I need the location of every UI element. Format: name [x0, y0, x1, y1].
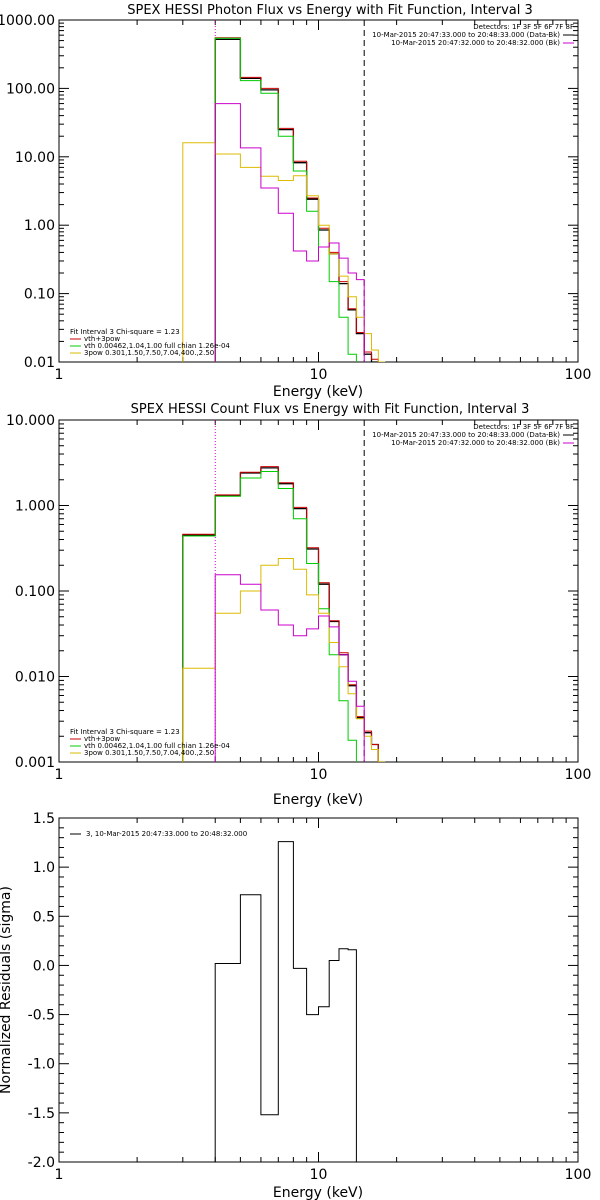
photon-flux-legend-bottom-entry: vth 0.00462,1.04,1.00 full chian 1.26e-0…: [84, 342, 230, 350]
count-flux-y-tick-label: 0.010: [15, 670, 55, 686]
residuals-y-tick-label: -1.0: [28, 1057, 55, 1073]
residuals-y-tick-label: -1.5: [28, 1106, 55, 1122]
count-flux-x-tick-label: 100: [565, 767, 592, 783]
count-flux-series-line: [182, 466, 386, 762]
photon-flux-legend-top-entry: Detectors: 1F 3F 5F 6F 7F 8F: [473, 23, 574, 31]
count-flux-legend-bottom-entry: vth 0.00462,1.04,1.00 full chian 1.26e-0…: [84, 742, 230, 750]
residuals-x-tick-label: 1: [55, 1167, 64, 1183]
count-flux-title: SPEX HESSI Count Flux vs Energy with Fit…: [131, 402, 530, 417]
count-flux-legend-bottom-entry: vth+3pow: [84, 735, 120, 743]
photon-flux-y-tick-label: 1.00: [24, 218, 55, 234]
residuals-series-group: [214, 841, 357, 1162]
photon-flux-legend-bottom-entry: vth+3pow: [84, 335, 120, 343]
photon-flux-series-group: [182, 37, 386, 362]
residuals-x-tick-label: 100: [565, 1167, 592, 1183]
photon-flux-series-line: [214, 37, 379, 362]
residuals-panel: 1 10 100 1.5 1.0 0.5 0.0 -0.5 -1.0 -1.5 -2.0 3, 10-…: [0, 811, 591, 1200]
count-flux-x-ticks: [58, 420, 567, 762]
count-flux-legend-top-entry: 10-Mar-2015 20:47:32.000 to 20:48:32.000…: [391, 439, 560, 447]
count-flux-series-line: [214, 574, 365, 762]
residuals-ylabel: Normalized Residuals (sigma): [0, 886, 14, 1094]
count-flux-y-ticks: [59, 419, 578, 763]
residuals-y-ticks: [59, 817, 578, 1163]
photon-flux-y-tick-label: 0.01: [24, 355, 55, 371]
residuals-y-tick-label: 1.5: [33, 811, 55, 827]
count-flux-xlabel: Energy (keV): [273, 792, 363, 808]
photon-flux-y-ticks: [59, 19, 578, 363]
count-flux-legend-top-entry: 10-Mar-2015 20:47:33.000 to 20:48:33.000…: [372, 431, 560, 439]
count-flux-y-tick-label: 1.000: [15, 499, 55, 515]
photon-flux-plot-area: 1 10 100 1000.00 100.00 10.00 1.00 0.10 0.01 Dete…: [0, 13, 592, 383]
residuals-y-tick-label: 0.5: [33, 909, 55, 925]
residuals-y-tick-label: -0.5: [28, 1008, 55, 1024]
photon-flux-legend-bottom-entry: Fit Interval 3 Chi-square = 1.23: [70, 328, 180, 336]
count-flux-series-line: [182, 471, 357, 762]
residuals-y-tick-label: 1.0: [33, 860, 55, 876]
count-flux-legend-bottom-entry: 3pow 0.301,1.50,7.50,7.04,400.,2.50: [84, 749, 214, 757]
photon-flux-title: SPEX HESSI Photon Flux vs Energy with Fi…: [127, 3, 533, 18]
photon-flux-y-tick-label: 1000.00: [0, 13, 55, 29]
count-flux-y-tick-label: 0.100: [15, 584, 55, 600]
photon-flux-legend-top-entry: 10-Mar-2015 20:47:32.000 to 20:48:32.000…: [391, 39, 560, 47]
photon-flux-x-tick-label: 1: [55, 367, 64, 383]
photon-flux-series-line: [214, 37, 357, 362]
count-flux-series-line: [182, 467, 386, 762]
photon-flux-panel: SPEX HESSI Photon Flux vs Energy with Fi…: [0, 3, 592, 400]
count-flux-y-tick-label: 0.001: [15, 755, 55, 771]
photon-flux-x-tick-label: 10: [310, 367, 328, 383]
residuals-y-tick-label: 0.0: [33, 958, 55, 974]
photon-flux-legend-top-entry: 10-Mar-2015 20:47:33.000 to 20:48:33.000…: [372, 31, 560, 39]
photon-flux-series-line: [214, 103, 365, 362]
count-flux-plot-area: 1 10 100 10.000 1.000 0.100 0.010 0.001 Detector…: [6, 413, 592, 783]
photon-flux-series-line: [182, 142, 386, 362]
count-flux-legend-top-entry: Detectors: 1F 3F 5F 6F 7F 8F: [473, 423, 574, 431]
residuals-x-tick-label: 10: [310, 1167, 328, 1183]
count-flux-series-line: [182, 558, 386, 762]
residuals-y-tick-label: -2.0: [28, 1155, 55, 1171]
count-flux-y-tick-label: 10.000: [6, 413, 55, 429]
residuals-plot-area: 1 10 100 1.5 1.0 0.5 0.0 -0.5 -1.0 -1.5 -2.0 3, 10-…: [28, 811, 592, 1183]
count-flux-panel: SPEX HESSI Count Flux vs Energy with Fit…: [6, 402, 592, 808]
residuals-legend-top-entry: 3, 10-Mar-2015 20:47:33.000 to 20:48:32.…: [86, 830, 247, 838]
count-flux-legend-bottom-entry: Fit Interval 3 Chi-square = 1.23: [70, 728, 180, 736]
count-flux-x-tick-label: 10: [310, 767, 328, 783]
photon-flux-legend-bottom-entry: 3pow 0.301,1.50,7.50,7.04,400.,2.50: [84, 349, 214, 357]
residuals-x-ticks: [58, 818, 567, 1162]
photon-flux-xlabel: Energy (keV): [273, 384, 363, 400]
count-flux-series-group: [182, 466, 386, 762]
photon-flux-x-ticks: [58, 20, 567, 362]
photon-flux-y-tick-label: 100.00: [6, 81, 55, 97]
residuals-series-line: [214, 841, 357, 1162]
residuals-xlabel: Energy (keV): [273, 1185, 363, 1200]
photon-flux-x-tick-label: 100: [565, 367, 592, 383]
count-flux-x-tick-label: 1: [55, 767, 64, 783]
photon-flux-y-tick-label: 10.00: [15, 150, 55, 166]
photon-flux-y-tick-label: 0.10: [24, 287, 55, 303]
